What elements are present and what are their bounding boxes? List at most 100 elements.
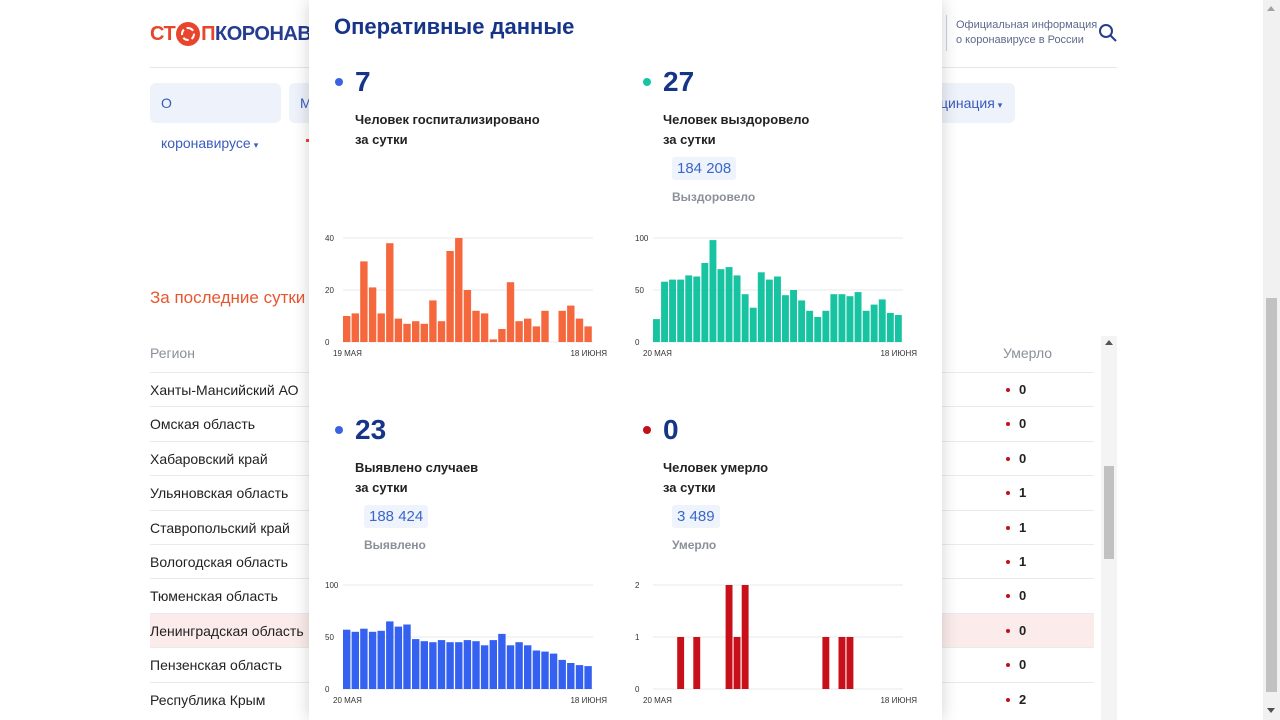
chart-bar[interactable]	[653, 319, 660, 342]
chart-bar[interactable]	[765, 279, 773, 342]
chart-bar[interactable]	[429, 300, 437, 342]
chart-bar[interactable]	[774, 276, 781, 343]
chart-bar[interactable]	[498, 329, 506, 342]
chart-bar[interactable]	[455, 238, 463, 342]
chart-bar[interactable]	[437, 640, 446, 689]
table-scrollbar-thumb[interactable]	[1104, 466, 1114, 559]
chart-bar[interactable]	[798, 300, 806, 342]
chart-bar[interactable]	[480, 645, 489, 689]
chart-bar[interactable]	[386, 243, 394, 342]
chart-bar[interactable]	[814, 317, 822, 342]
chart-bar[interactable]	[541, 310, 549, 342]
nav-about-covid[interactable]: О коронавирусе ▾	[150, 83, 281, 151]
chart-bar[interactable]	[701, 263, 709, 342]
chart-bar[interactable]	[806, 310, 814, 342]
page-scrollbar-thumb[interactable]	[1266, 298, 1277, 692]
table-scrollbar[interactable]	[1101, 336, 1117, 720]
scroll-down-icon[interactable]	[1267, 708, 1275, 713]
chart-bar[interactable]	[846, 296, 854, 342]
chart-bar[interactable]	[437, 321, 446, 342]
chart-bar[interactable]	[567, 663, 575, 689]
chart-bar[interactable]	[862, 310, 870, 342]
chart-bar[interactable]	[854, 292, 862, 342]
chart-bar[interactable]	[733, 637, 741, 689]
chart-bar[interactable]	[515, 642, 523, 689]
chart-bar[interactable]	[455, 642, 463, 689]
scroll-up-icon[interactable]	[1267, 6, 1275, 11]
chart-bar[interactable]	[886, 312, 894, 342]
chart-bar[interactable]	[506, 645, 515, 689]
chart-bar[interactable]	[541, 651, 549, 689]
chart-bar[interactable]	[532, 650, 541, 690]
chart-bar[interactable]	[524, 645, 532, 689]
chart-bar[interactable]	[878, 299, 886, 342]
chart-bar[interactable]	[360, 628, 368, 689]
chart-bar[interactable]	[838, 637, 846, 689]
chart-bar[interactable]	[489, 339, 497, 342]
chart-bar[interactable]	[677, 279, 685, 342]
chart-bar[interactable]	[524, 318, 532, 342]
chart-bar[interactable]	[693, 276, 701, 343]
chart-bar[interactable]	[733, 275, 741, 342]
chart-bar[interactable]	[575, 318, 584, 342]
chart-bar[interactable]	[472, 310, 480, 342]
chart-bar[interactable]	[838, 294, 846, 342]
chart-bar[interactable]	[757, 272, 765, 342]
chart-bar[interactable]	[403, 624, 411, 690]
chart-bar[interactable]	[489, 640, 497, 689]
chart-bar[interactable]	[394, 626, 403, 689]
chart-bar[interactable]	[394, 318, 403, 342]
chart-bar[interactable]	[412, 639, 420, 689]
chart-bar[interactable]	[685, 275, 693, 342]
chart-bar[interactable]	[515, 321, 523, 342]
chart-bar[interactable]	[463, 640, 472, 689]
chart-bar[interactable]	[725, 585, 733, 689]
chart-bar[interactable]	[669, 279, 676, 342]
chart-bar[interactable]	[377, 630, 385, 689]
chart-bar[interactable]	[741, 294, 749, 342]
chart-bar[interactable]	[822, 310, 830, 342]
chart-bar[interactable]	[830, 294, 838, 342]
column-header-died[interactable]: Умерло	[1003, 345, 1053, 361]
chart-bar[interactable]	[661, 281, 668, 342]
chart-bar[interactable]	[480, 313, 489, 342]
chart-bar[interactable]	[429, 642, 437, 689]
chart-bar[interactable]	[498, 633, 506, 689]
chart-bar[interactable]	[558, 659, 566, 689]
chart-bar[interactable]	[446, 642, 454, 689]
chart-bar[interactable]	[782, 295, 789, 342]
chart-bar[interactable]	[549, 653, 558, 689]
chart-bar[interactable]	[420, 323, 428, 342]
chart-bar[interactable]	[567, 305, 575, 342]
chart-bar[interactable]	[343, 316, 351, 342]
chart-bar[interactable]	[351, 313, 359, 342]
chart-bar[interactable]	[360, 261, 368, 342]
chart-bar[interactable]	[368, 287, 377, 342]
chart-bar[interactable]	[575, 665, 584, 689]
chart-bar[interactable]	[693, 637, 701, 689]
chart-bar[interactable]	[420, 641, 428, 689]
column-header-region[interactable]: Регион	[150, 345, 195, 361]
chart-bar[interactable]	[584, 666, 592, 689]
chart-bar[interactable]	[343, 629, 351, 689]
chart-bar[interactable]	[725, 267, 733, 342]
chart-bar[interactable]	[749, 307, 757, 342]
chart-bar[interactable]	[790, 290, 797, 342]
chart-bar[interactable]	[558, 310, 566, 342]
chart-bar[interactable]	[386, 621, 394, 689]
chart-bar[interactable]	[894, 315, 902, 342]
chart-bar[interactable]	[846, 637, 854, 689]
chart-bar[interactable]	[351, 631, 359, 689]
chart-bar[interactable]	[463, 290, 472, 342]
chart-bar[interactable]	[446, 251, 454, 342]
chart-bar[interactable]	[412, 321, 420, 342]
chart-bar[interactable]	[677, 637, 685, 689]
chart-bar[interactable]	[822, 637, 830, 689]
chart-bar[interactable]	[403, 323, 411, 342]
chart-bar[interactable]	[584, 326, 592, 342]
chart-bar[interactable]	[870, 304, 878, 342]
chart-bar[interactable]	[506, 282, 515, 342]
chart-bar[interactable]	[472, 641, 480, 689]
scroll-up-icon[interactable]	[1105, 340, 1113, 345]
site-logo[interactable]: СТ П КОРОНАВИ	[150, 21, 326, 47]
